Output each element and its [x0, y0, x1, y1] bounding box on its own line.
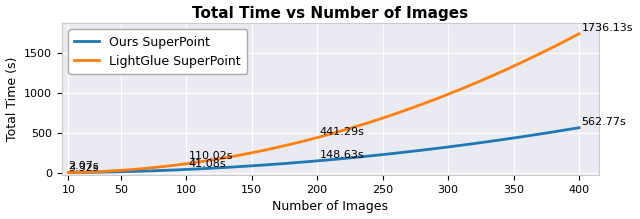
Line: LightGlue SuperPoint: LightGlue SuperPoint	[68, 34, 579, 173]
LightGlue SuperPoint	[452, 90, 460, 93]
LightGlue SuperPoint	[374, 118, 382, 121]
Ours SuperPoint	[96, 171, 104, 173]
Ours SuperPoint	[575, 126, 583, 129]
Text: 441.29s: 441.29s	[320, 127, 365, 137]
Text: 2.07s: 2.07s	[68, 161, 99, 171]
Ours SuperPoint	[504, 138, 512, 140]
X-axis label: Number of Images: Number of Images	[272, 200, 388, 214]
LightGlue SuperPoint	[504, 67, 512, 70]
LightGlue SuperPoint	[361, 122, 369, 125]
Legend: Ours SuperPoint, LightGlue SuperPoint: Ours SuperPoint, LightGlue SuperPoint	[68, 29, 247, 74]
LightGlue SuperPoint	[65, 171, 72, 174]
LightGlue SuperPoint	[575, 32, 583, 35]
LightGlue SuperPoint	[390, 113, 397, 116]
Text: 110.02s: 110.02s	[189, 151, 234, 161]
Title: Total Time vs Number of Images: Total Time vs Number of Images	[192, 5, 468, 21]
Ours SuperPoint	[390, 152, 397, 155]
Text: 3.32s: 3.32s	[68, 162, 99, 173]
Ours SuperPoint	[65, 171, 72, 174]
Ours SuperPoint	[374, 154, 382, 156]
Y-axis label: Total Time (s): Total Time (s)	[6, 57, 19, 141]
Ours SuperPoint	[361, 155, 369, 158]
Text: 562.77s: 562.77s	[582, 117, 627, 127]
Text: 41.08s: 41.08s	[189, 159, 227, 169]
Text: 148.63s: 148.63s	[320, 150, 364, 161]
LightGlue SuperPoint	[96, 170, 104, 173]
Line: Ours SuperPoint: Ours SuperPoint	[68, 128, 579, 173]
Ours SuperPoint	[452, 145, 460, 147]
Text: 1736.13s: 1736.13s	[582, 23, 633, 34]
